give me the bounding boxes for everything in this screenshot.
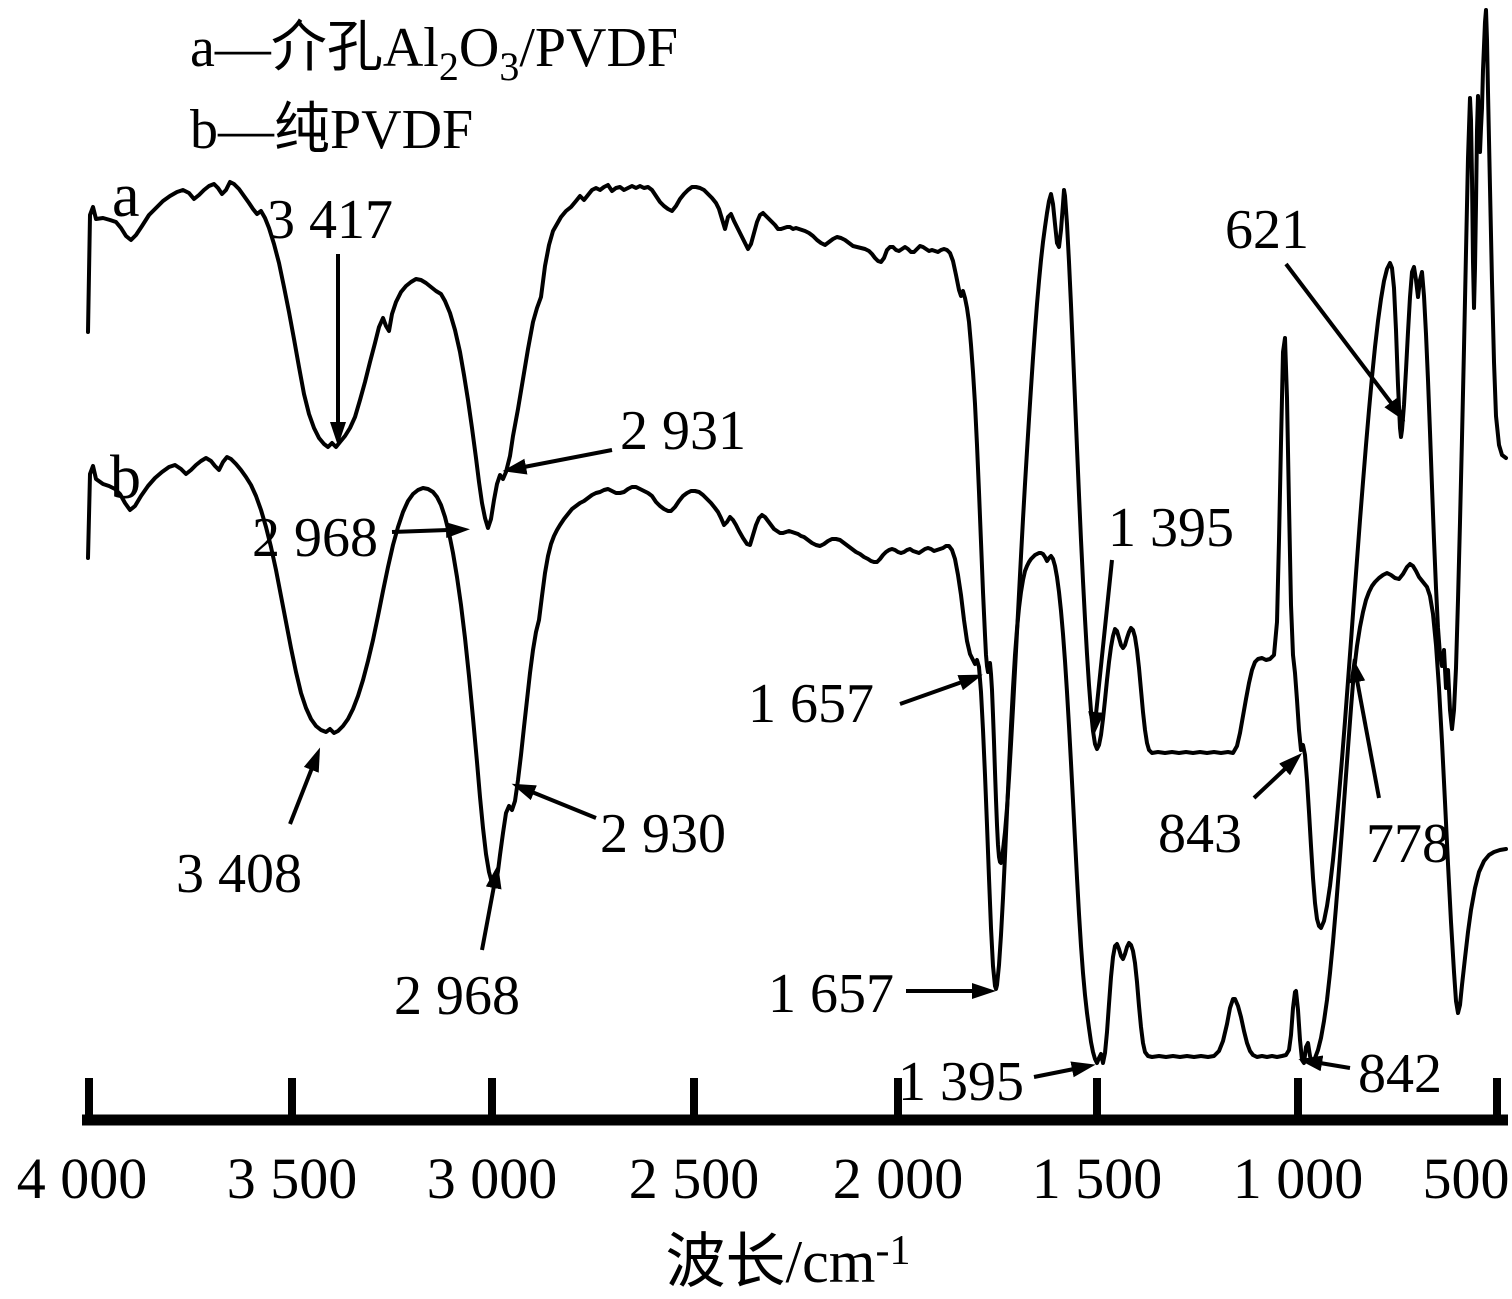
arrow-3408 [288, 747, 321, 825]
annotation-b-2968: 2 968 [394, 864, 520, 1027]
band-label-2930: 2 930 [600, 803, 726, 865]
band-label-1657-a: 1 657 [748, 673, 874, 735]
annotation-a-778: 778 [1349, 658, 1450, 875]
arrow-621 [1284, 262, 1406, 422]
band-label-2968-b: 2 968 [394, 965, 520, 1027]
spectrum-curve-b [86, 455, 1508, 1065]
annotation-b-842: 842 [1298, 1043, 1442, 1105]
band-label-3417: 3 417 [267, 189, 393, 251]
band-label-1657-b: 1 657 [768, 963, 894, 1025]
arrow-2931 [502, 448, 613, 475]
arrow-2968-b [480, 864, 502, 951]
annotation-b-2930: 2 930 [511, 783, 726, 865]
band-label-778: 778 [1366, 813, 1450, 875]
band-label-2931: 2 931 [620, 400, 746, 462]
annotation-b-3408: 3 408 [176, 747, 321, 905]
annotation-a-1395: 1 395 [1088, 497, 1234, 736]
annotation-a-3417: 3 417 [267, 189, 393, 446]
tick-label: 1 500 [1032, 1146, 1163, 1211]
x-axis-ticks [85, 1078, 1501, 1116]
annotation-a-2931: 2 931 [502, 400, 746, 475]
legend-entry-b: b—纯PVDF [190, 99, 473, 161]
band-label-621: 621 [1225, 199, 1309, 261]
annotation-a-2968: 2 968 [252, 507, 470, 569]
annotation-a-621: 621 [1225, 199, 1406, 422]
spectrum-curve-a [86, 8, 1508, 930]
tick-label: 3 500 [227, 1146, 358, 1211]
arrow-2968-a [391, 522, 470, 539]
x-axis: 4 000 3 500 3 000 2 500 2 000 1 500 1 00… [17, 1078, 1510, 1295]
tick-label: 4 000 [17, 1146, 148, 1211]
annotation-a-843: 843 [1158, 752, 1303, 865]
band-label-843: 843 [1158, 803, 1242, 865]
tick-label: 500 [1423, 1146, 1510, 1211]
legend-entry-a: a—介孔Al2O3/PVDF [190, 17, 678, 89]
tick-label: 1 000 [1233, 1146, 1364, 1211]
band-label-842: 842 [1358, 1043, 1442, 1105]
curve-label-a: a [112, 162, 140, 230]
band-label-3408: 3 408 [176, 843, 302, 905]
x-axis-title: 波长/cm-1 [666, 1228, 911, 1295]
x-axis-tick-labels: 4 000 3 500 3 000 2 500 2 000 1 500 1 00… [17, 1146, 1510, 1211]
arrow-778 [1349, 658, 1381, 799]
annotation-b-1395: 1 395 [898, 1051, 1096, 1113]
arrow-1657-a [899, 674, 983, 706]
tick-label: 2 000 [833, 1146, 964, 1211]
arrow-842 [1298, 1055, 1351, 1072]
band-label-1395-a: 1 395 [1108, 497, 1234, 559]
arrow-1395-a [1088, 559, 1114, 736]
tick-label: 2 500 [629, 1146, 760, 1211]
arrow-2930 [511, 783, 597, 820]
annotation-a-1657: 1 657 [748, 673, 983, 735]
band-label-2968-a: 2 968 [252, 507, 378, 569]
arrow-843 [1252, 752, 1303, 800]
band-label-1395-b: 1 395 [898, 1051, 1024, 1113]
tick-label: 3 000 [427, 1146, 558, 1211]
arrow-1395-b [1033, 1061, 1096, 1079]
legend: a—介孔Al2O3/PVDF b—纯PVDF [190, 17, 678, 161]
annotation-b-1657: 1 657 [768, 963, 996, 1025]
